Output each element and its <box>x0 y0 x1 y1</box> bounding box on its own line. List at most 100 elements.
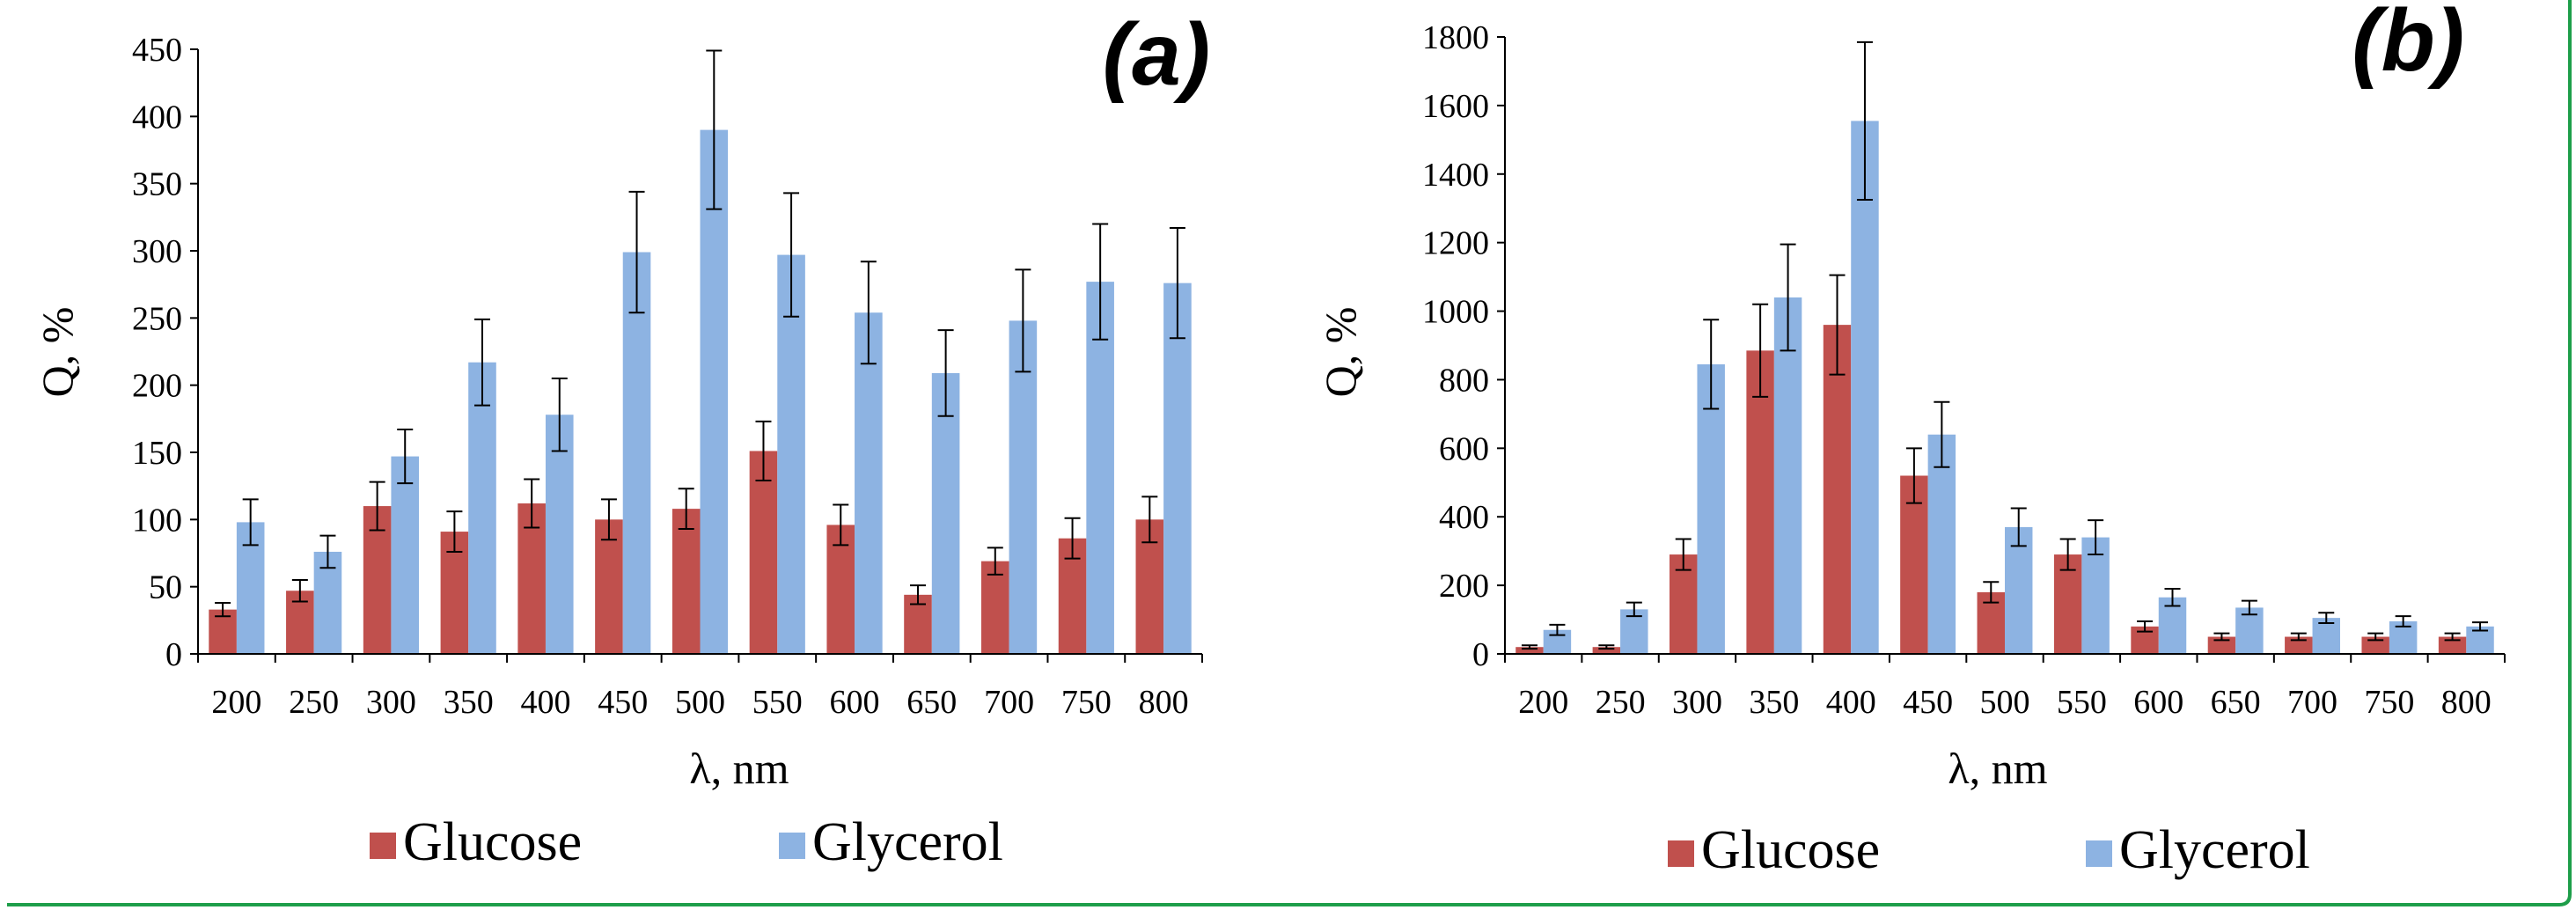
error-bar-glycerol-200-a <box>242 498 259 547</box>
y-axis-title-b: Q, % <box>1316 307 1365 398</box>
bar-glycerol-650-a <box>931 372 960 654</box>
bar-glycerol-300-a <box>391 456 420 654</box>
y-tick-label-a: 50 <box>149 569 182 606</box>
error-bar-glycerol-250-b <box>1626 601 1642 618</box>
error-bar-glucose-700-b <box>2290 632 2307 642</box>
bar-glycerol-450-a <box>622 252 651 654</box>
error-bar-glycerol-350-b <box>1780 243 1796 352</box>
bar-glucose-300-b <box>1670 554 1698 654</box>
x-tick-label-b: 500 <box>1980 684 2030 721</box>
x-tick-label-b: 600 <box>2133 684 2183 721</box>
error-bar-glycerol-800-b <box>2472 621 2489 632</box>
error-bar-glycerol-350-a <box>473 318 490 407</box>
error-bar-glycerol-450-b <box>1934 400 1950 468</box>
bar-glycerol-400-b <box>1851 121 1879 655</box>
y-tick-label-a: 300 <box>132 233 182 270</box>
bar-glucose-400-a <box>517 503 546 654</box>
x-tick-label-a: 600 <box>830 684 880 721</box>
bar-glucose-450-a <box>595 519 623 654</box>
y-tick-label-a: 100 <box>132 502 182 539</box>
error-bar-glucose-600-b <box>2137 620 2154 633</box>
error-bar-glucose-400-b <box>1829 274 1846 376</box>
error-bar-glucose-500-a <box>678 488 694 531</box>
y-tick-label-a: 200 <box>132 368 182 405</box>
bar-glucose-400-b <box>1823 325 1852 654</box>
x-tick-label-a: 750 <box>1061 684 1112 721</box>
bar-glucose-550-b <box>2053 554 2082 654</box>
error-bar-glucose-450-a <box>600 498 617 541</box>
y-tick-label-a: 0 <box>165 636 182 673</box>
error-bar-glucose-250-b <box>1598 644 1615 650</box>
error-bar-glucose-650-a <box>910 584 927 605</box>
error-bar-glycerol-550-a <box>783 192 800 318</box>
error-bar-glycerol-750-b <box>2395 615 2411 627</box>
error-bar-glycerol-550-b <box>2088 519 2104 556</box>
y-tick-label-b: 800 <box>1439 362 1489 399</box>
error-bar-glucose-800-a <box>1141 495 1158 544</box>
error-bar-glucose-400-a <box>524 478 540 529</box>
x-tick-label-b: 750 <box>2364 684 2414 721</box>
error-bar-glycerol-200-b <box>1549 623 1566 636</box>
x-axis-title-b: λ, nm <box>1948 744 2047 793</box>
x-tick-label-b: 800 <box>2441 684 2492 721</box>
x-tick-label-b: 450 <box>1903 684 1953 721</box>
x-tick-label-b: 650 <box>2211 684 2261 721</box>
figure-border <box>7 0 2572 906</box>
error-bar-glycerol-700-a <box>1015 268 1031 373</box>
error-bar-glycerol-600-b <box>2164 588 2181 607</box>
error-bar-glycerol-750-a <box>1092 223 1109 341</box>
bar-glycerol-500-b <box>2005 526 2033 654</box>
x-tick-label-b: 400 <box>1826 684 1876 721</box>
bar-glycerol-450-b <box>1927 434 1956 654</box>
error-bar-glucose-300-a <box>369 481 385 532</box>
error-bar-glycerol-450-a <box>628 190 645 314</box>
bar-glucose-500-a <box>672 509 701 654</box>
bar-glycerol-700-a <box>1009 320 1038 654</box>
bar-glycerol-350-b <box>1773 297 1802 654</box>
error-bar-glycerol-650-b <box>2241 599 2257 616</box>
error-bar-glycerol-250-a <box>319 534 336 569</box>
x-tick-label-b: 200 <box>1518 684 1568 721</box>
bar-glucose-700-a <box>980 561 1009 654</box>
y-tick-label-a: 450 <box>132 32 182 69</box>
bar-glycerol-350-a <box>468 362 496 654</box>
legend-label-glucose-b: Glucose <box>1701 820 1880 880</box>
x-tick-label-a: 800 <box>1139 684 1189 721</box>
bar-glycerol-500-a <box>700 129 729 655</box>
legend-a: Glucose Glycerol <box>370 812 1003 872</box>
error-bar-glycerol-700-b <box>2318 612 2335 624</box>
legend-label-glycerol-b: Glycerol <box>2119 820 2310 880</box>
y-tick-label-a: 250 <box>132 300 182 337</box>
panel-label-b: (b) <box>2352 0 2464 90</box>
x-tick-label-b: 350 <box>1749 684 1799 721</box>
chart-panel-a: (a) λ, nm Q, % Glucose Glycerol 0 50 100 15… <box>33 5 1210 872</box>
error-bar-glucose-200-b <box>1521 644 1538 650</box>
x-tick-label-a: 550 <box>752 684 803 721</box>
x-tick-label-b: 700 <box>2287 684 2337 721</box>
bar-glycerol-550-a <box>777 254 805 654</box>
x-tick-label-a: 400 <box>520 684 570 721</box>
y-tick-label-b: 200 <box>1439 568 1489 605</box>
bar-glucose-450-b <box>1900 475 1928 654</box>
y-tick-label-b: 1000 <box>1422 294 1489 331</box>
x-tick-label-a: 700 <box>984 684 1034 721</box>
bar-glycerol-550-b <box>2081 537 2110 654</box>
error-bar-glycerol-500-b <box>2010 507 2027 547</box>
legend-label-glycerol-a: Glycerol <box>812 812 1003 872</box>
bar-glycerol-800-a <box>1163 283 1192 654</box>
error-bar-glycerol-800-a <box>1169 227 1185 340</box>
error-bar-glucose-250-a <box>291 579 308 603</box>
x-tick-label-a: 450 <box>598 684 648 721</box>
x-tick-label-a: 350 <box>444 684 494 721</box>
x-tick-label-a: 250 <box>289 684 339 721</box>
error-bar-glucose-550-b <box>2059 538 2076 571</box>
bar-glycerol-750-a <box>1086 282 1114 654</box>
x-tick-label-a: 500 <box>675 684 725 721</box>
error-bar-glycerol-400-b <box>1856 40 1873 201</box>
x-tick-label-a: 200 <box>211 684 261 721</box>
bar-glucose-550-a <box>749 451 778 654</box>
x-tick-label-b: 250 <box>1596 684 1646 721</box>
legend-swatch-glucose-b <box>1668 840 1694 867</box>
